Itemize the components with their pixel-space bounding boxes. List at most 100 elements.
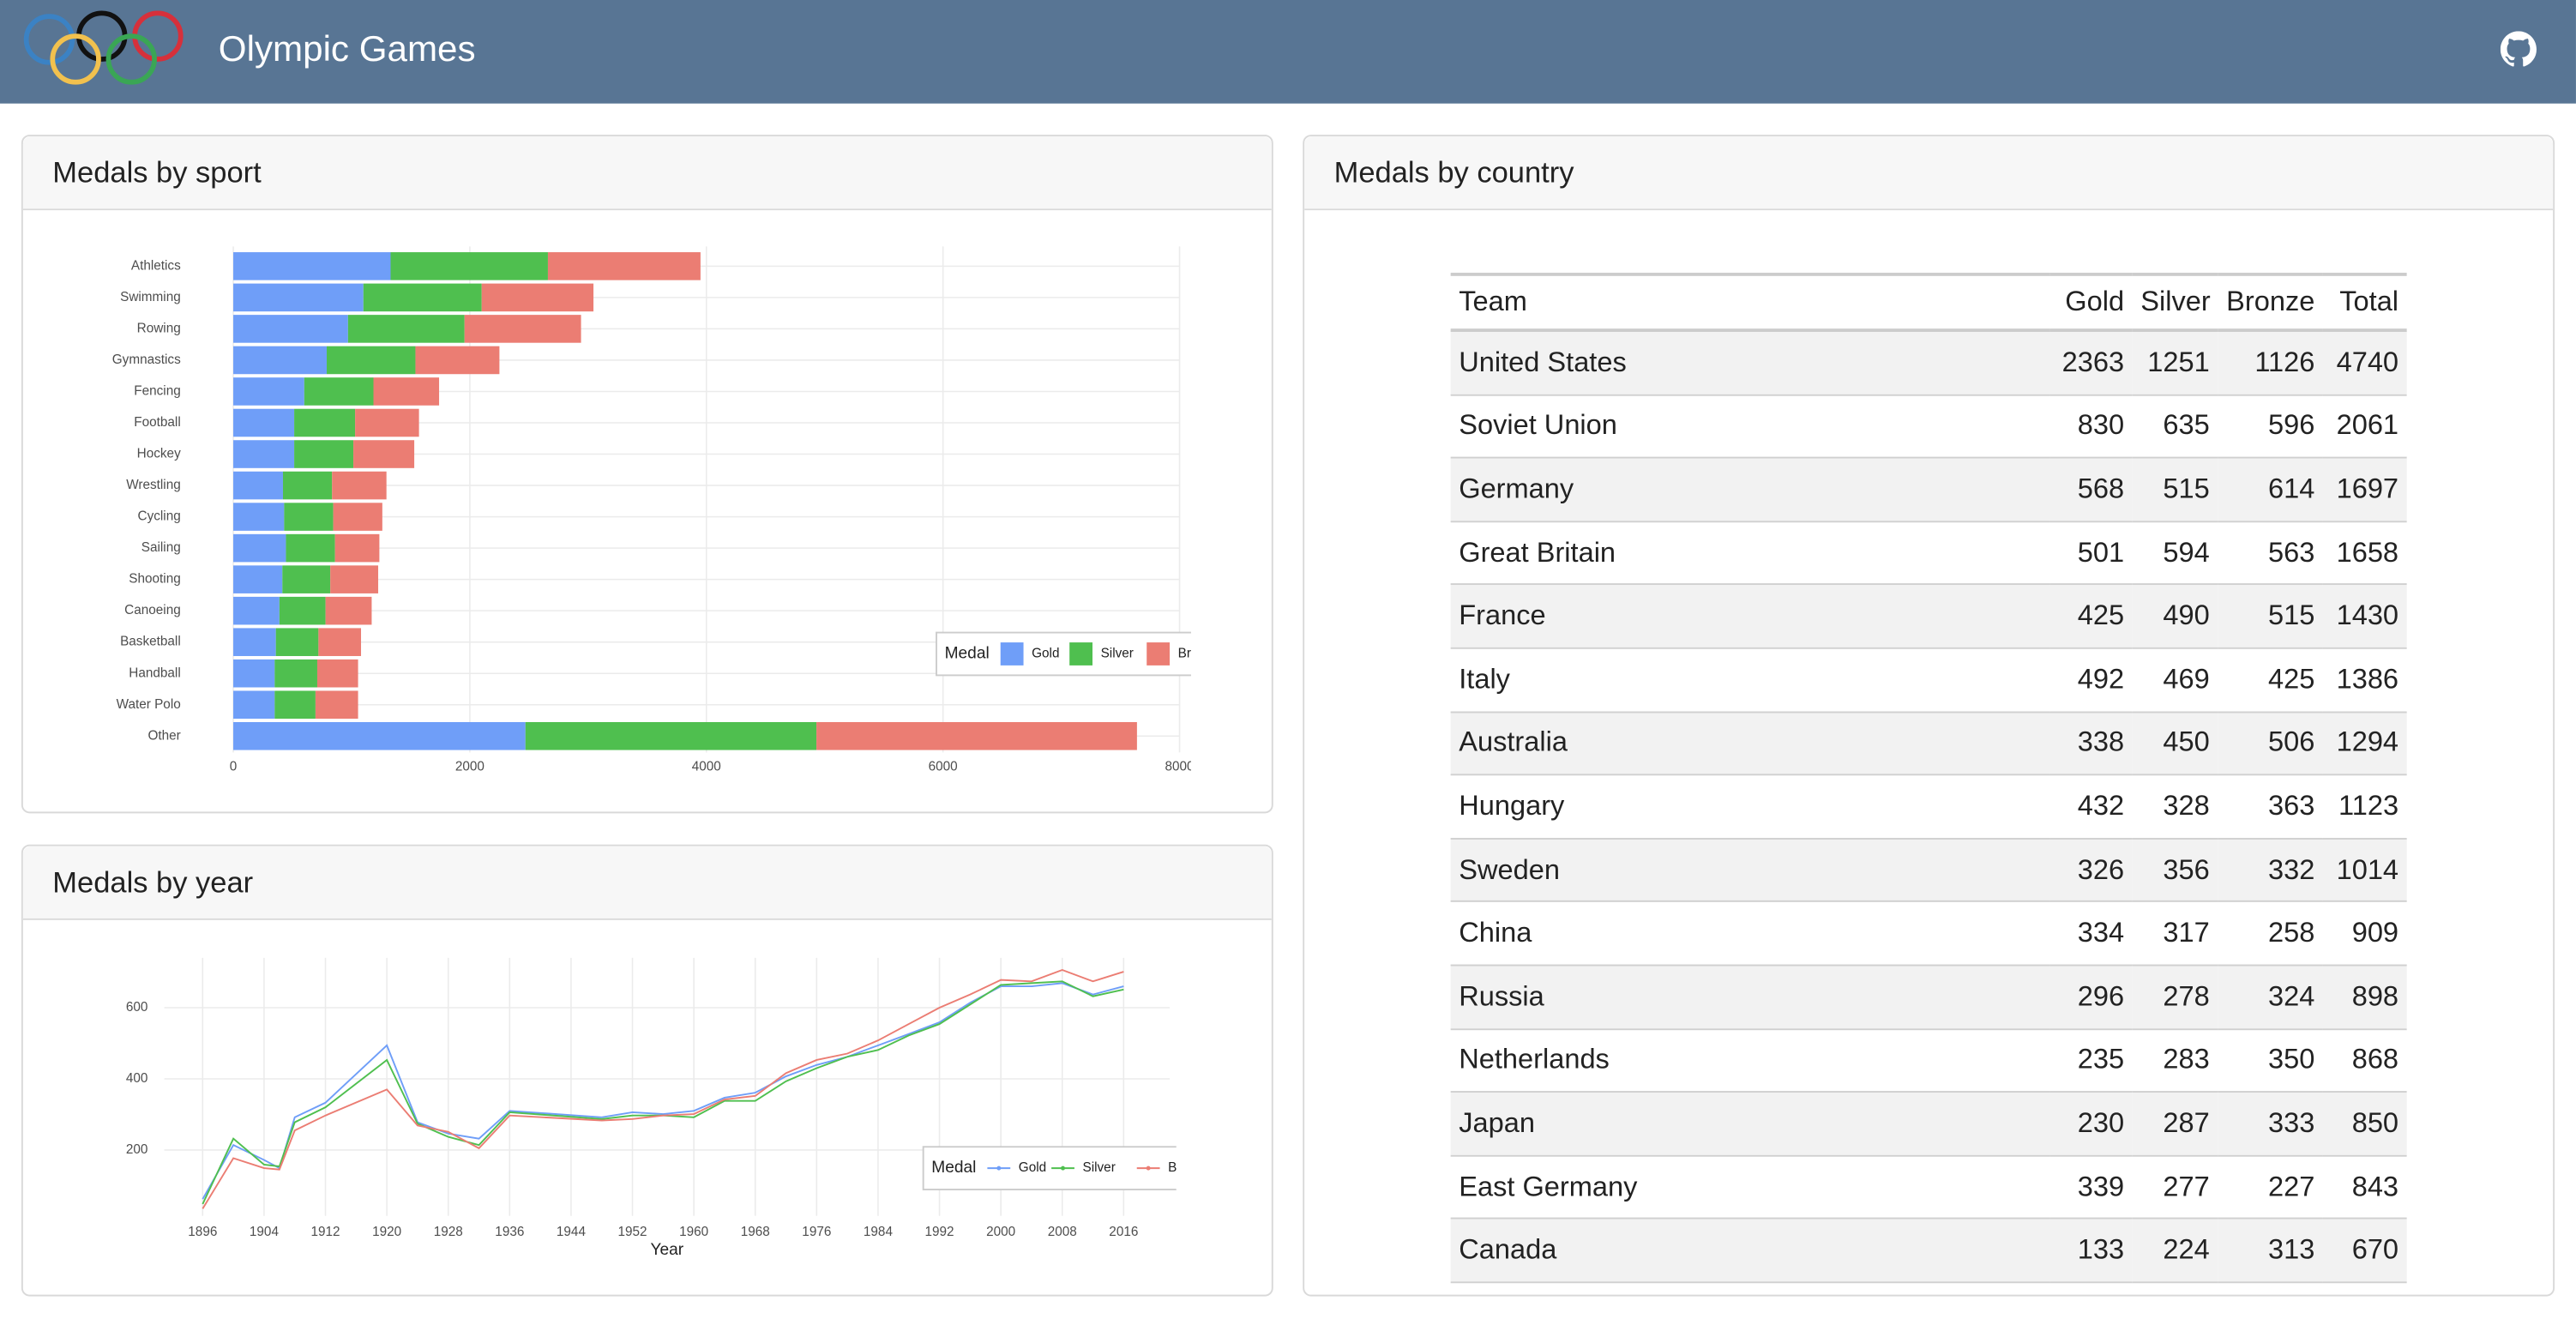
- bar-segment: [332, 472, 386, 500]
- bar-segment: [233, 284, 364, 312]
- bar-segment: [280, 597, 326, 625]
- legend-swatch-dot: [996, 1166, 1001, 1171]
- x-tick-label: 1968: [741, 1225, 770, 1239]
- y-tick-label: Rowing: [137, 321, 181, 335]
- bar-segment: [482, 284, 593, 312]
- bar-segment: [233, 503, 284, 531]
- y-tick-label: Other: [147, 728, 180, 743]
- bar-segment: [335, 534, 380, 563]
- x-tick-label: 1912: [310, 1225, 340, 1239]
- bar-segment: [465, 315, 581, 343]
- legend-title: Medal: [945, 645, 990, 663]
- y-tick-label: Hockey: [137, 447, 181, 461]
- bar-segment: [326, 597, 372, 625]
- x-tick-label: 6000: [929, 760, 958, 774]
- bar-segment: [233, 252, 390, 280]
- y-tick-label: Water Polo: [117, 697, 181, 712]
- x-tick-label: 1928: [434, 1225, 463, 1239]
- bar-segment: [353, 440, 414, 468]
- y-tick-label: Athletics: [131, 258, 181, 273]
- bar-segment: [283, 472, 332, 500]
- bar-segment: [233, 565, 282, 593]
- x-tick-label: 1936: [495, 1225, 524, 1239]
- bar-segment: [286, 534, 334, 563]
- bar-segment: [233, 377, 304, 406]
- bar-segment: [317, 660, 358, 688]
- legend-label: Silver: [1101, 647, 1134, 661]
- legend-title: Medal: [931, 1159, 976, 1177]
- x-tick-label: 1896: [188, 1225, 217, 1239]
- legend-label: Gold: [1032, 647, 1059, 661]
- bar-segment: [233, 597, 280, 625]
- bar-segment: [274, 660, 317, 688]
- x-tick-label: 1984: [864, 1225, 894, 1239]
- x-tick-label: 1976: [802, 1225, 831, 1239]
- y-tick-label: Football: [134, 415, 180, 430]
- y-tick-label: Swimming: [120, 290, 181, 304]
- x-tick-label: 0: [230, 760, 238, 774]
- y-tick-label: Basketball: [120, 635, 181, 649]
- legend-label: Bronze: [1178, 647, 1220, 661]
- y-tick-label: Canoeing: [124, 603, 181, 617]
- bar-segment: [373, 377, 439, 406]
- bar-segment: [282, 565, 330, 593]
- y-tick-label: Wrestling: [126, 478, 181, 492]
- sport-chart: 0 2000 4000 6000 8000 Athletics Swimming Rowing…: [112, 246, 1219, 774]
- bar-segment: [233, 722, 526, 750]
- bar-segment: [316, 690, 358, 719]
- x-tick-label: 1992: [925, 1225, 954, 1239]
- bar-segment: [233, 660, 274, 688]
- legend-swatch: [1069, 642, 1092, 666]
- x-tick-label: 8000: [1165, 760, 1195, 774]
- bar-segment: [294, 440, 353, 468]
- bar-segment: [233, 690, 274, 719]
- legend-label: Silver: [1083, 1160, 1116, 1175]
- bar-segment: [334, 503, 382, 531]
- y-tick-label: 400: [126, 1071, 148, 1086]
- bar-segment: [391, 252, 548, 280]
- x-tick-label: 4000: [692, 760, 721, 774]
- y-tick-label: Shooting: [129, 572, 180, 587]
- legend-label: Gold: [1019, 1160, 1046, 1175]
- bar-segment: [816, 722, 1137, 750]
- y-tick-label: Handball: [129, 666, 180, 680]
- bar-segment: [330, 565, 378, 593]
- x-tick-label: 1960: [679, 1225, 708, 1239]
- bar-segment: [348, 315, 465, 343]
- bar-segment: [233, 628, 276, 656]
- bar-segment: [233, 534, 286, 563]
- bar-segment: [304, 377, 374, 406]
- year-chart: 2004006001896190419121920192819361944195…: [126, 958, 1210, 1259]
- bar-segment: [415, 346, 499, 375]
- legend-label: Bronze: [1168, 1160, 1210, 1175]
- x-tick-label: 1944: [557, 1225, 587, 1239]
- y-tick-label: Gymnastics: [112, 352, 181, 367]
- bar-segment: [274, 690, 316, 719]
- x-tick-label: 2000: [986, 1225, 1015, 1239]
- x-tick-label: 2008: [1048, 1225, 1077, 1239]
- bar-segment: [327, 346, 415, 375]
- bar-segment: [233, 440, 294, 468]
- legend-swatch-dot: [1061, 1166, 1065, 1171]
- y-tick-label: Fencing: [134, 384, 180, 399]
- bar-segment: [548, 252, 701, 280]
- y-tick-label: 600: [126, 1000, 148, 1015]
- bar-segment: [233, 346, 327, 375]
- bar-segment: [233, 409, 294, 437]
- x-tick-label: 1952: [618, 1225, 647, 1239]
- y-tick-label: Sailing: [141, 540, 181, 555]
- x-tick-label: 2000: [455, 760, 485, 774]
- bar-segment: [355, 409, 418, 437]
- x-tick-label: 1904: [250, 1225, 280, 1239]
- bar-segment: [318, 628, 361, 656]
- bar-segment: [526, 722, 816, 750]
- y-tick-label: 200: [126, 1142, 148, 1157]
- bar-segment: [294, 409, 355, 437]
- legend-swatch: [1001, 642, 1024, 666]
- bar-segment: [284, 503, 333, 531]
- legend-swatch-dot: [1147, 1166, 1151, 1171]
- bar-segment: [233, 472, 283, 500]
